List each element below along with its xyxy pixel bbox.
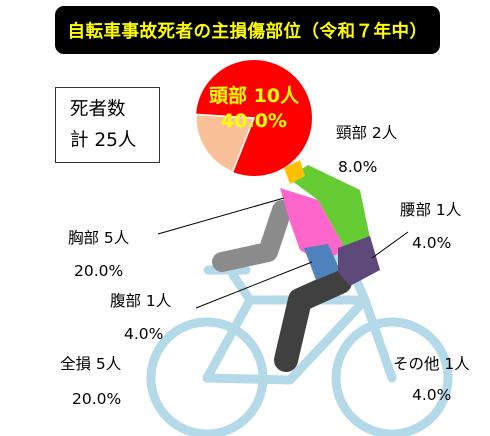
- label-chest-count: 胸部 5人: [68, 229, 129, 247]
- bicycle-seat-post: [228, 270, 255, 305]
- label-whole-percent: 20.0%: [72, 390, 121, 408]
- body-waist: [338, 236, 380, 286]
- label-abdomen-count: 腹部 1人: [110, 292, 171, 310]
- body-abdomen: [304, 244, 340, 280]
- bicycle-front-wheel: [331, 317, 453, 436]
- bicycle-frame-lower: [202, 295, 370, 385]
- leader-line-chest: [157, 197, 285, 235]
- rider-arm: [212, 200, 292, 272]
- body-back: [288, 165, 370, 250]
- label-abdomen-percent: 4.0%: [124, 325, 163, 343]
- label-whole-count: 全損 5人: [60, 355, 121, 373]
- total-count: 計 25人: [70, 130, 137, 151]
- label-waist-count: 腰部 1人: [400, 201, 461, 219]
- label-head-count: 頭部 10人: [209, 84, 300, 107]
- body-neck: [284, 160, 305, 184]
- leader-line-waist: [371, 231, 409, 259]
- label-chest-percent: 20.0%: [74, 262, 123, 280]
- label-head-percent: 40.0%: [221, 110, 287, 132]
- label-waist-percent: 4.0%: [412, 234, 451, 252]
- body-chest: [280, 188, 346, 262]
- total-box: 死者数 計 25人: [55, 87, 160, 163]
- label-neck-count: 頸部 2人: [336, 124, 397, 142]
- head-pie-slice-remainder: [195, 113, 256, 173]
- head-pie: [195, 60, 312, 176]
- label-other-count: その他 1人: [393, 355, 470, 373]
- total-label: 死者数: [70, 99, 126, 120]
- chart-title: 自転車事故死者の主損傷部位（令和７年中）: [55, 6, 440, 54]
- chart-title-text: 自転車事故死者の主損傷部位（令和７年中）: [67, 21, 428, 42]
- label-neck-percent: 8.0%: [338, 158, 377, 176]
- rider-leg: [274, 270, 352, 372]
- bicycle: [146, 253, 453, 436]
- label-other-percent: 4.0%: [412, 386, 451, 404]
- leader-line-abdomen: [195, 261, 313, 309]
